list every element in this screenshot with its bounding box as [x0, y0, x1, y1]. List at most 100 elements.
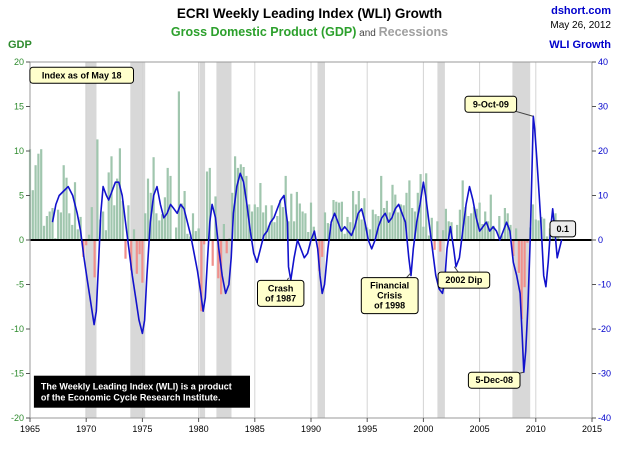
- gdp-bar: [208, 167, 211, 240]
- gdp-bar: [321, 240, 324, 257]
- annotation-9-oct-09: 9-Oct-09: [464, 95, 518, 113]
- annotation-5-dec-08: 5-Dec-08: [467, 371, 521, 389]
- gdp-bar: [436, 221, 439, 240]
- gdp-bar: [472, 207, 476, 240]
- left-tick-label: -5: [16, 280, 24, 290]
- right-tick-label: -20: [598, 324, 611, 334]
- gdp-bar: [200, 240, 203, 312]
- gdp-bar: [470, 213, 473, 240]
- chart-subtitle: Gross Domestic Product (GDP) and Recessi…: [0, 25, 619, 39]
- gdp-bar: [360, 219, 363, 240]
- gdp-bar: [467, 216, 470, 240]
- gdp-bar: [543, 218, 546, 240]
- gdp-bar: [517, 240, 520, 273]
- gdp-bar: [59, 212, 62, 240]
- chart-date: May 26, 2012: [550, 20, 611, 31]
- gdp-bar: [85, 240, 88, 246]
- gdp-bar: [57, 209, 60, 240]
- info-box: The Weekly Leading Index (WLI) is a prod…: [33, 375, 251, 408]
- gdp-bar: [464, 207, 467, 240]
- right-tick-label: 0: [598, 235, 603, 245]
- gdp-bar: [520, 240, 523, 320]
- left-tick-label: 15: [14, 102, 24, 112]
- right-tick-label: 20: [598, 146, 608, 156]
- gdp-bar: [116, 178, 119, 240]
- gdp-bar: [380, 175, 383, 240]
- gdp-bar: [158, 220, 161, 240]
- gdp-bar: [121, 200, 124, 240]
- gdp-bar: [352, 191, 355, 240]
- gdp-bar: [264, 205, 268, 240]
- gdp-bar: [293, 221, 296, 240]
- gdp-bar: [394, 194, 397, 240]
- x-tick-label: 1975: [132, 424, 152, 434]
- gdp-bar: [102, 211, 105, 240]
- left-tick-label: -15: [11, 369, 24, 379]
- x-tick-label: 2015: [582, 424, 602, 434]
- gdp-bar: [442, 230, 445, 240]
- gdp-bar: [76, 229, 79, 240]
- gdp-bar: [439, 240, 442, 252]
- gdp-bar: [161, 214, 164, 240]
- gdp-bar: [458, 209, 461, 240]
- gdp-bar: [295, 191, 298, 240]
- gdp-bar: [110, 156, 113, 240]
- gdp-bar: [104, 230, 107, 240]
- gdp-bar: [130, 240, 133, 271]
- gdp-bar: [290, 193, 293, 240]
- gdp-bar: [253, 204, 256, 240]
- right-axis-title: WLI Growth: [549, 39, 611, 51]
- left-tick-label: 20: [14, 57, 24, 67]
- left-tick-label: -10: [11, 324, 24, 334]
- gdp-bar: [444, 208, 447, 240]
- gdp-bar: [242, 167, 245, 240]
- right-tick-label: -40: [598, 413, 611, 423]
- gdp-bar: [338, 202, 341, 240]
- gdp-bar: [180, 203, 183, 240]
- gdp-bar: [498, 216, 501, 240]
- gdp-bar: [205, 171, 209, 240]
- gdp-bar: [433, 240, 436, 250]
- gdp-bar: [309, 202, 313, 240]
- gdp-bar: [197, 228, 200, 240]
- gdp-bar: [279, 200, 282, 240]
- gdp-bar: [419, 174, 422, 240]
- gdp-bar: [65, 177, 68, 240]
- gdp-bar: [118, 148, 121, 240]
- gdp-bar: [475, 208, 478, 240]
- x-tick-label: 1995: [357, 424, 377, 434]
- svg-text:5-Dec-08: 5-Dec-08: [475, 375, 513, 385]
- right-tick-label: 40: [598, 57, 608, 67]
- gdp-bar: [262, 212, 265, 240]
- left-tick-label: -20: [11, 413, 24, 423]
- gdp-bar: [349, 222, 352, 240]
- gdp-bar: [144, 213, 147, 240]
- gdp-bar: [287, 221, 290, 240]
- gdp-bar: [273, 222, 276, 240]
- gdp-bar: [231, 192, 234, 240]
- gdp-bar: [537, 220, 540, 240]
- gdp-bar: [371, 209, 374, 240]
- source-link[interactable]: dshort.com: [551, 5, 611, 17]
- gdp-bar: [408, 180, 411, 240]
- gdp-bar: [40, 149, 43, 240]
- left-tick-label: 5: [19, 191, 24, 201]
- gdp-bar: [383, 208, 386, 240]
- gdp-bar: [51, 208, 54, 240]
- gdp-bar: [281, 207, 284, 240]
- gdp-bar: [501, 235, 504, 240]
- gdp-bar: [245, 175, 248, 240]
- svg-text:Financial: Financial: [370, 281, 409, 291]
- gdp-bar: [492, 225, 495, 240]
- left-tick-label: 0: [19, 235, 24, 245]
- gdp-bar: [132, 229, 136, 240]
- x-tick-label: 1980: [189, 424, 209, 434]
- svg-text:of 1998: of 1998: [374, 301, 405, 311]
- gdp-bar: [138, 240, 141, 255]
- gdp-bar: [186, 233, 189, 240]
- gdp-bar: [332, 200, 335, 240]
- gdp-bar: [90, 207, 93, 240]
- svg-text:2002 Dip: 2002 Dip: [445, 275, 483, 285]
- gdp-bar: [405, 192, 408, 240]
- gdp-bar: [175, 227, 178, 240]
